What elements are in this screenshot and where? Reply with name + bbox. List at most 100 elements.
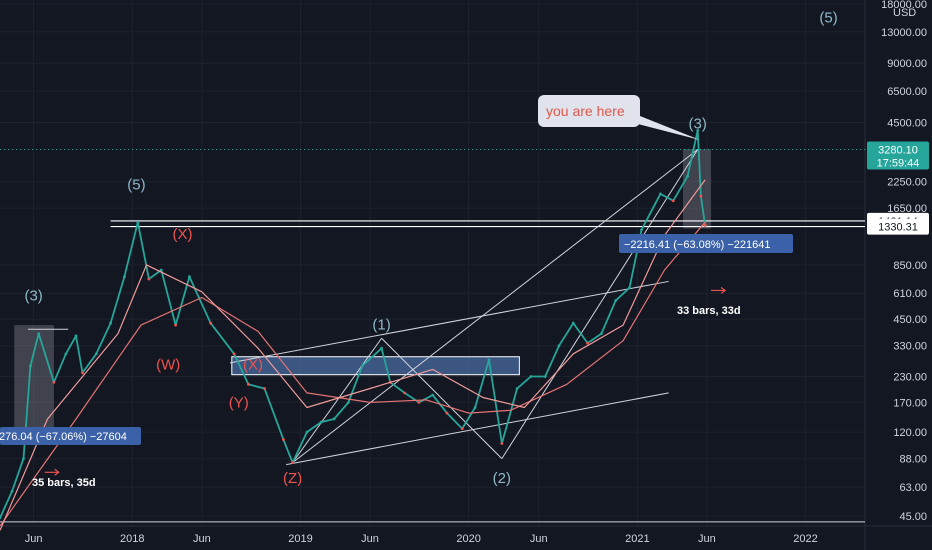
price-point <box>431 393 435 397</box>
price-point <box>159 268 163 272</box>
price-tag-current-value: 3280.10 <box>878 144 918 156</box>
price-point <box>417 400 421 404</box>
price-point <box>703 223 707 227</box>
wave-label: (Y) <box>229 395 249 412</box>
zigzag-1 <box>292 337 382 463</box>
price-series-line <box>0 129 706 519</box>
y-tick-label: 850.00 <box>893 260 927 272</box>
y-tick-label: 2250.00 <box>887 177 927 189</box>
price-point <box>671 199 675 203</box>
measure-left-box <box>0 427 141 445</box>
bars-right-text: 33 bars, 33d <box>677 305 741 317</box>
x-tick-label: Jun <box>193 533 211 545</box>
price-point <box>174 323 177 327</box>
price-point <box>319 420 323 424</box>
annotations: 276.04 (−67.06%) −27604 −2216.41 (−63.08… <box>0 95 793 489</box>
wave-labels: (3) (5) (X) (W) (X) (Y) (Z) (1) (2) (3) (5) <box>24 9 837 487</box>
measure-left-text: 276.04 (−67.06%) −27604 <box>0 431 127 443</box>
price-axis[interactable]: 45.00 63.00 88.00 120.00 170.00 230.00 330.00 4… <box>867 0 929 523</box>
x-tick-label: 2020 <box>456 533 480 545</box>
price-point <box>586 341 589 345</box>
price-point <box>529 375 533 378</box>
time-axis[interactable]: Jun 2018 Jun 2019 Jun 2020 Jun 2021 Jun 2022 <box>25 533 818 545</box>
price-point <box>557 344 561 348</box>
price-point <box>380 346 383 350</box>
channel-upper <box>229 280 669 364</box>
zigzag-4 <box>292 149 699 464</box>
y-tick-label: 330.00 <box>893 341 927 353</box>
price-tag-current <box>867 141 929 170</box>
price-point <box>22 457 25 461</box>
x-tick-label: Jun <box>698 533 716 545</box>
zigzag-3 <box>501 149 699 459</box>
y-tick-label: 170.00 <box>893 397 927 409</box>
moving-average-line <box>0 179 706 531</box>
price-point <box>188 275 191 279</box>
price-point <box>232 352 236 356</box>
price-point <box>699 194 703 198</box>
price-point <box>74 334 78 338</box>
series-layer <box>0 129 707 531</box>
price-point <box>0 516 2 520</box>
grid <box>0 0 865 526</box>
y-tick-label: 6500.00 <box>887 86 927 98</box>
price-point <box>136 220 140 224</box>
x-tick-label: 2022 <box>793 533 817 545</box>
x-tick-label: Jun <box>361 533 379 545</box>
wave-label: (3) <box>689 115 707 132</box>
price-point <box>332 417 336 421</box>
wave-label: (W) <box>156 356 180 373</box>
measure-right-text: −2216.41 (−63.08%) −221641 <box>624 239 771 251</box>
price-point <box>515 387 519 390</box>
price-point <box>123 275 126 279</box>
range-box-right <box>682 148 712 229</box>
y-tick-label: 230.00 <box>893 372 927 384</box>
price-point <box>360 364 364 368</box>
price-point <box>147 277 151 281</box>
bars-left-text: 35 bars, 35d <box>32 477 96 489</box>
price-point <box>445 411 449 415</box>
price-tag-level <box>867 218 929 235</box>
price-point <box>305 430 309 434</box>
channel-lower <box>286 392 669 466</box>
price-point <box>81 371 84 375</box>
moving-average-line <box>0 221 706 527</box>
currency-label: USD <box>893 7 916 19</box>
x-tick-label: 2018 <box>120 533 144 545</box>
callout-text: you are here <box>546 103 625 119</box>
price-point <box>209 321 213 325</box>
price-point <box>640 228 643 232</box>
callout-pointer <box>630 112 700 140</box>
price-point <box>37 332 41 336</box>
price-point <box>543 375 547 378</box>
price-point <box>599 332 603 336</box>
y-tick-label: 13000.00 <box>881 27 927 39</box>
wave-label: (5) <box>127 177 145 194</box>
x-tick-label: 2021 <box>625 533 649 545</box>
price-point <box>291 461 295 465</box>
wave-label: (5) <box>819 9 837 26</box>
price-point <box>696 129 700 132</box>
y-tick-label: 120.00 <box>893 427 927 439</box>
price-point <box>346 400 350 404</box>
x-tick-label: Jun <box>530 533 548 545</box>
price-point <box>10 489 14 493</box>
y-tick-label: 1650.00 <box>887 203 927 215</box>
price-point <box>500 442 504 445</box>
price-point <box>628 286 631 290</box>
wave-label: (2) <box>493 470 511 487</box>
price-point <box>282 438 285 441</box>
price-point <box>64 352 68 356</box>
price-axis-background <box>865 0 932 550</box>
callout-box <box>538 95 640 127</box>
consolidation-box <box>231 356 520 376</box>
wave-label: (X) <box>243 356 263 373</box>
drawings <box>0 148 865 523</box>
y-tick-label: 18000.00 <box>881 0 927 11</box>
arrow-left-marker <box>44 468 60 476</box>
plot-background <box>0 0 865 526</box>
price-point <box>403 391 407 395</box>
price-point <box>473 406 477 409</box>
y-tick-label: 45.00 <box>899 511 927 523</box>
